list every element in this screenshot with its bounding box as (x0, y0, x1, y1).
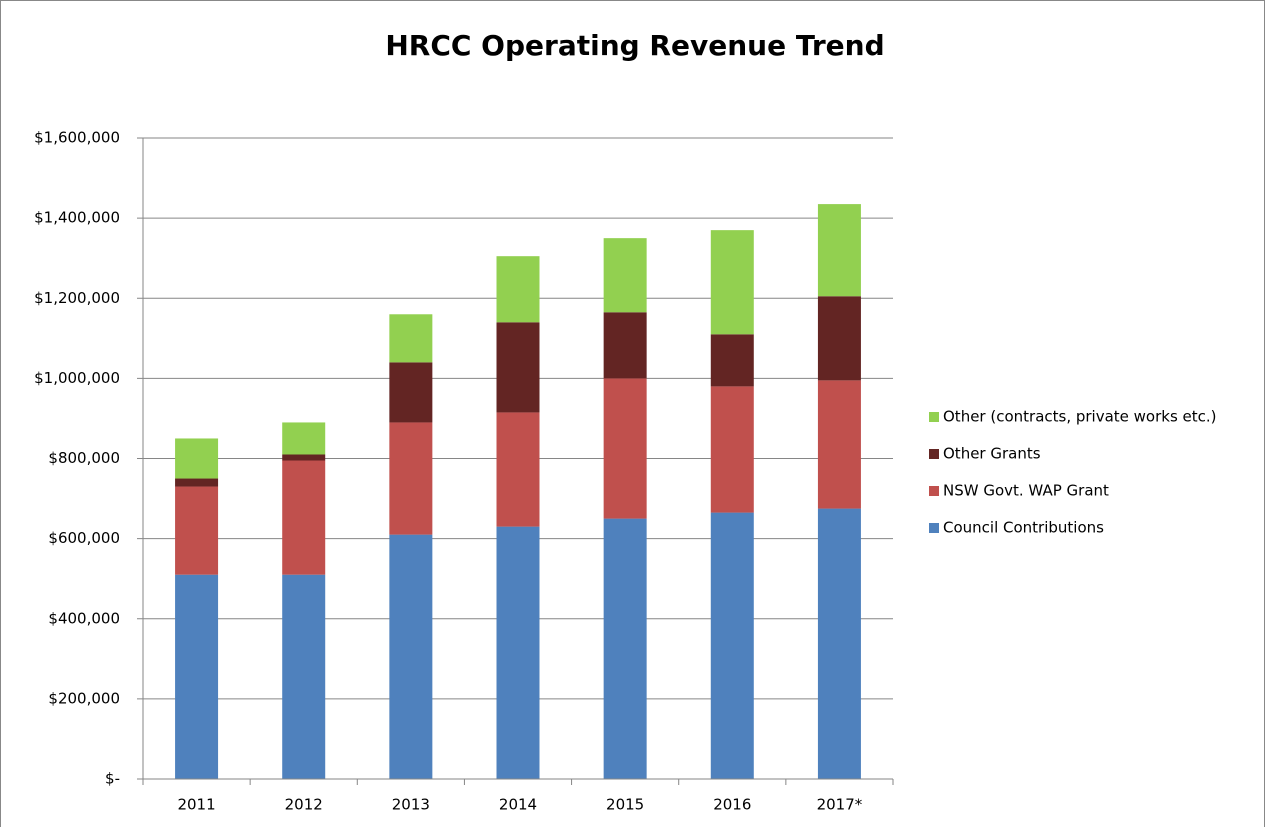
bar-segment (389, 422, 433, 535)
bar-segment (817, 296, 861, 381)
x-tick-label: 2014 (499, 796, 537, 814)
legend-swatch (929, 449, 939, 459)
x-tick-label: 2016 (713, 796, 751, 814)
bar-segment (603, 312, 647, 379)
bar-segment (282, 454, 326, 461)
bar-segment (603, 518, 647, 779)
y-tick-label: $800,000 (48, 449, 120, 467)
x-tick-label: 2012 (285, 796, 323, 814)
bar-segment (282, 422, 326, 455)
legend-label: Other Grants (943, 445, 1041, 463)
y-tick-label: $600,000 (48, 529, 120, 547)
legend-swatch (929, 523, 939, 533)
y-tick-label: $400,000 (48, 609, 120, 627)
bar-segment (175, 486, 219, 575)
bar-segment (496, 256, 540, 323)
y-tick-label: $1,000,000 (34, 369, 120, 387)
bar-segment (817, 204, 861, 297)
bar-segment (817, 508, 861, 779)
y-tick-label: $1,600,000 (34, 129, 120, 147)
x-tick-label: 2017* (817, 796, 863, 814)
y-tick-label: $200,000 (48, 689, 120, 707)
y-tick-label: $1,200,000 (34, 289, 120, 307)
x-tick-label: 2013 (392, 796, 430, 814)
bar-segment (496, 526, 540, 779)
legend-label: Other (contracts, private works etc.) (943, 408, 1217, 426)
bar-segment (175, 574, 219, 779)
bar-segment (710, 334, 754, 387)
legend-swatch (929, 412, 939, 422)
bar-segment (496, 412, 540, 527)
y-tick-label: $- (105, 770, 120, 788)
bar-segment (175, 438, 219, 479)
bar-segment (603, 378, 647, 519)
y-tick-label: $1,400,000 (34, 209, 120, 227)
bar-segment (175, 478, 219, 487)
legend-label: NSW Govt. WAP Grant (943, 482, 1109, 500)
x-tick-label: 2015 (606, 796, 644, 814)
bar-segment (389, 534, 433, 779)
bar-segment (710, 386, 754, 513)
x-tick-label: 2011 (177, 796, 215, 814)
bar-segment (817, 380, 861, 509)
bar-segment (282, 460, 326, 575)
bar-segment (710, 230, 754, 335)
bar-segment (603, 238, 647, 313)
bar-segment (496, 322, 540, 413)
bar-segment (389, 314, 433, 363)
chart-title: HRCC Operating Revenue Trend (385, 29, 884, 62)
bar-segment (389, 362, 433, 423)
bar-segment (710, 512, 754, 779)
bar-segment (282, 574, 326, 779)
legend-label: Council Contributions (943, 519, 1104, 537)
legend-swatch (929, 486, 939, 496)
